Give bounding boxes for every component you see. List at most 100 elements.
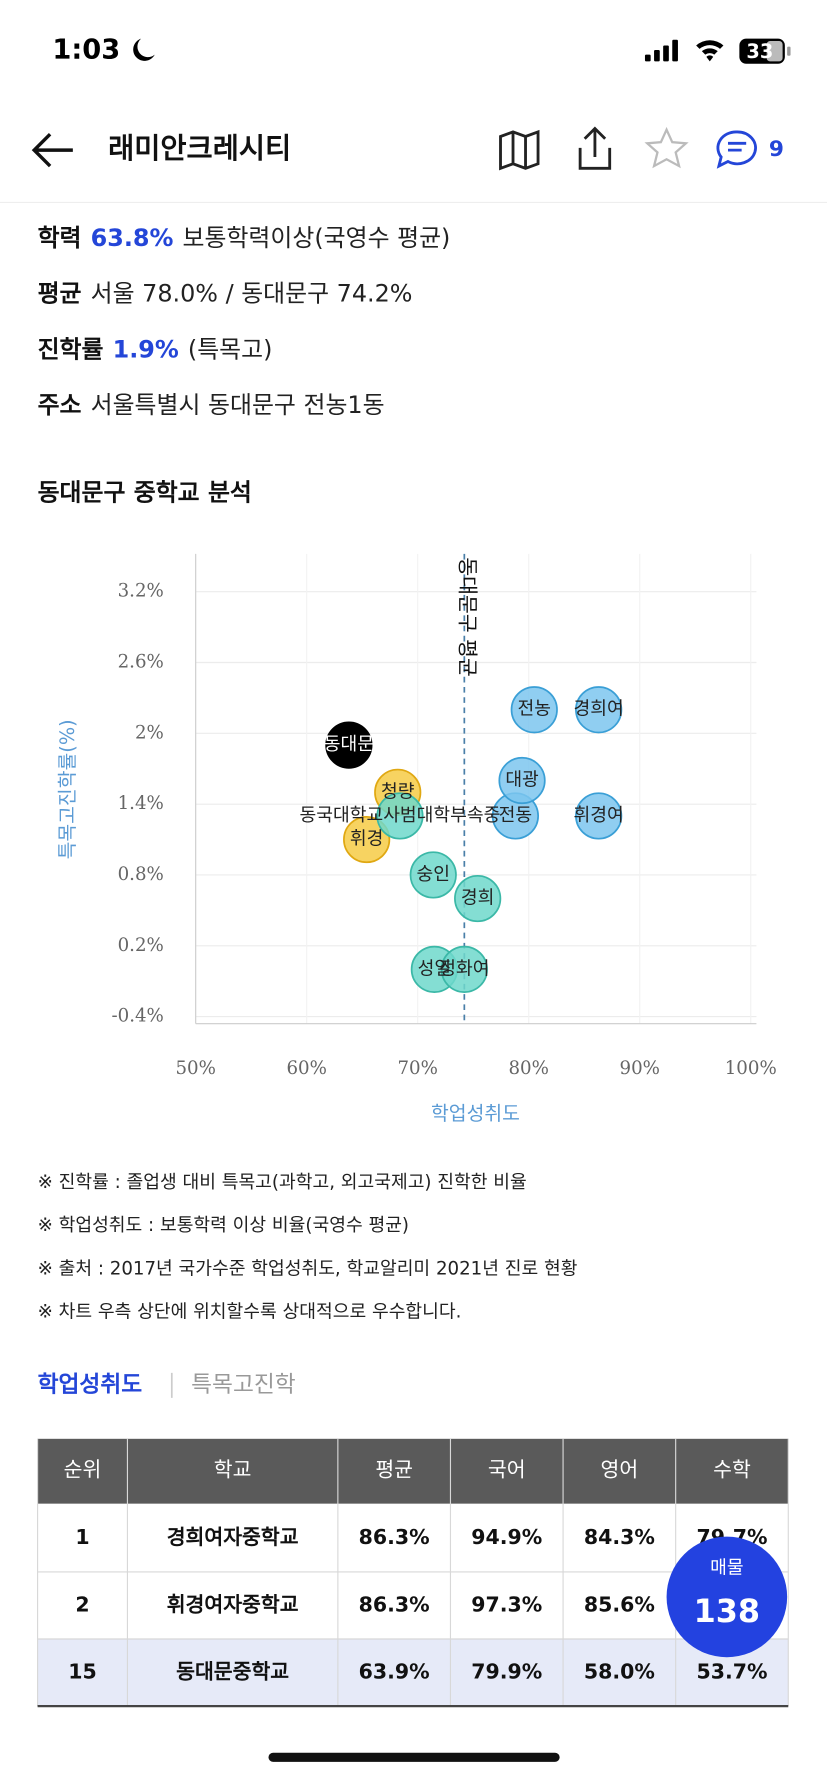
point <box>376 792 424 840</box>
battery-tip <box>787 46 791 56</box>
point <box>440 945 488 993</box>
point-label: 전동 <box>499 805 532 826</box>
note: ※ 진학률 : 졸업생 대비 특목고(과학고, 외고국제고) 진학한 비율 <box>38 1172 527 1193</box>
point <box>343 815 391 864</box>
section-title: 동대문구 중학교 분석 <box>38 479 252 507</box>
point-label: 청량 <box>381 781 415 802</box>
table-cell: 85.6% <box>584 1592 655 1616</box>
table-header: 국어 <box>488 1458 526 1482</box>
point <box>454 874 502 923</box>
x-tick-label: 80% <box>509 1058 549 1079</box>
tab-active[interactable]: 학업성취도 <box>38 1372 143 1398</box>
listing-button[interactable]: 매물 138 <box>666 1536 788 1658</box>
point-label: 경희여 <box>574 699 624 720</box>
point-label: 동국대학교사범대학부속중 <box>300 805 501 826</box>
table-cell: 86.3% <box>359 1525 430 1549</box>
info-label: 진학률 <box>38 335 104 363</box>
table-cell: 2 <box>75 1592 89 1616</box>
info-text: 서울특별시 동대문구 전농1동 <box>91 391 385 419</box>
y-axis-label: 특목고진학률(%) <box>56 719 79 859</box>
note: ※ 차트 우측 상단에 위치할수록 상대적으로 우수합니다. <box>38 1302 462 1323</box>
table-cell: 86.3% <box>359 1592 430 1616</box>
y-tick-label: 0.2% <box>118 935 164 956</box>
moon-icon <box>133 38 155 61</box>
table-cell: 58.0% <box>584 1660 655 1684</box>
highlight-row-bg <box>37 1639 789 1707</box>
table-header: 학교 <box>214 1458 252 1482</box>
x-tick-label: 90% <box>620 1058 660 1079</box>
table-cell: 84.3% <box>584 1525 655 1549</box>
y-tick-label: 2.6% <box>118 652 164 673</box>
back-button[interactable] <box>31 133 73 168</box>
info-label: 주소 <box>38 391 82 419</box>
x-tick-label: 50% <box>175 1058 215 1079</box>
info-text: 서울 78.0% / 동대문구 74.2% <box>91 280 413 308</box>
comment-count: 9 <box>769 137 784 162</box>
info-text: 보통학력이상(국영수 평균) <box>183 224 451 252</box>
battery-level: 33 <box>746 40 773 63</box>
info-value: 63.8% <box>91 224 174 252</box>
y-tick-label: 1.4% <box>118 793 164 814</box>
point-label: 동대문 <box>324 734 374 755</box>
info-text: (특목고) <box>188 335 273 363</box>
point <box>325 721 373 769</box>
x-tick-label: 100% <box>725 1058 777 1079</box>
x-tick-label: 70% <box>397 1058 437 1079</box>
scatter-chart: -0.4% 0.2% 0.8% 1.4% 2% 2.6% 3.2% 50% 60% 70% 80% 9… <box>56 553 777 1125</box>
fab-count: 138 <box>694 1592 760 1630</box>
y-tick-label: -0.4% <box>111 1006 163 1027</box>
fab-circle <box>666 1536 788 1658</box>
info-block: 학력 63.8% 보통학력이상(국영수 평균) 평균 서울 78.0% / 동대문구 7… <box>38 224 451 419</box>
point-label: 휘경 <box>350 829 383 850</box>
info-line: 평균 서울 78.0% / 동대문구 74.2% <box>38 280 413 308</box>
table-cell: 94.9% <box>471 1525 542 1549</box>
table-header-bg <box>37 1438 789 1504</box>
table-header: 순위 <box>64 1458 102 1482</box>
info-value: 1.9% <box>113 335 179 363</box>
y-tick-label: 3.2% <box>118 581 164 602</box>
info-line: 주소 서울특별시 동대문구 전농1동 <box>38 391 385 419</box>
point-label: 정화여 <box>439 958 489 979</box>
x-tick-label: 60% <box>286 1058 326 1079</box>
table-cell: 97.3% <box>471 1592 542 1616</box>
point <box>498 756 546 805</box>
point <box>575 792 623 840</box>
ranking-table: 순위 학교 평균 국어 영어 수학1 경희여자중학교 86.3% 94.9% 84.3% 79.7%… <box>37 1438 789 1708</box>
info-label: 평균 <box>38 280 82 308</box>
fab-label: 매물 <box>710 1557 743 1578</box>
favorite-button[interactable] <box>644 126 689 169</box>
point <box>575 686 623 734</box>
map-button[interactable] <box>499 129 540 171</box>
share-button[interactable] <box>578 126 612 170</box>
y-tick-label: 0.8% <box>118 864 164 885</box>
page-title: 래미안크레시티 <box>108 132 291 165</box>
point-label: 경희 <box>461 888 494 909</box>
table-cell: 휘경여자중학교 <box>167 1592 299 1616</box>
comment-button[interactable] <box>716 130 757 169</box>
table-cell: 63.9% <box>359 1660 430 1684</box>
point <box>409 851 457 899</box>
tab[interactable]: 특목고진학 <box>191 1372 296 1398</box>
y-tick-label: 2% <box>135 722 164 743</box>
table-header: 수학 <box>713 1458 751 1482</box>
table-cell: 경희여자중학교 <box>167 1525 299 1549</box>
point-label: 대광 <box>505 770 539 791</box>
table-cell: 79.9% <box>471 1660 542 1684</box>
table-cell: 동대문중학교 <box>176 1660 289 1684</box>
point-label: 숭인 <box>417 864 450 885</box>
info-line: 학력 63.8% 보통학력이상(국영수 평균) <box>38 224 451 252</box>
average-label: 동대문구 평균 <box>456 557 480 677</box>
point-label: 휘경여 <box>574 805 624 826</box>
battery-empty <box>766 40 783 62</box>
x-axis-label: 학업성취도 <box>431 1102 520 1125</box>
point-label: 성일 <box>418 958 451 979</box>
info-line: 진학률 1.9% (특목고) <box>38 335 273 363</box>
point-label: 전농 <box>518 699 551 720</box>
table-header: 영어 <box>601 1458 639 1482</box>
table-cell: 53.7% <box>696 1660 767 1684</box>
note: ※ 출처 : 2017년 국가수준 학업성취도, 학교알리미 2021년 진로 … <box>38 1258 578 1279</box>
table-cell: 15 <box>68 1660 96 1684</box>
info-label: 학력 <box>38 224 82 252</box>
